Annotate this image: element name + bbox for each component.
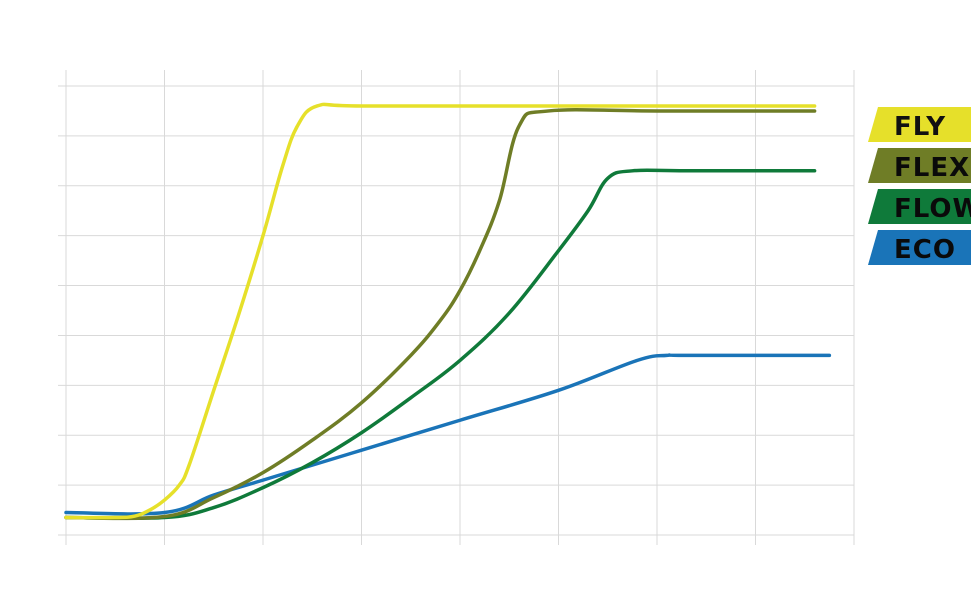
legend: FLY FLEX FLOW ECO <box>868 107 971 265</box>
legend-label: ECO <box>894 235 956 265</box>
legend-item-eco: ECO <box>868 230 971 265</box>
legend-item-fly: FLY <box>868 107 971 142</box>
legend-swatch <box>868 230 971 265</box>
series-line-fly <box>64 102 817 520</box>
series-line-flex <box>64 108 817 521</box>
legend-label: FLEX <box>894 153 970 183</box>
series-line-eco <box>64 353 832 516</box>
legend-item-flex: FLEX <box>868 148 971 183</box>
legend-label: FLOW <box>894 194 971 224</box>
legend-swatch <box>868 189 971 224</box>
legend-item-flow: FLOW <box>868 189 971 224</box>
legend-label: FLY <box>894 112 946 142</box>
series-line-flow <box>64 168 817 521</box>
series-lines <box>64 102 832 521</box>
legend-swatch <box>868 148 971 183</box>
grid <box>58 70 855 545</box>
legend-swatch <box>868 107 971 142</box>
